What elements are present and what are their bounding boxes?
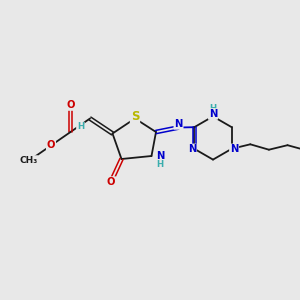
Text: H: H [209, 104, 217, 113]
Text: N: N [209, 109, 217, 119]
Text: S: S [131, 110, 139, 124]
Text: N: N [174, 119, 183, 129]
Text: N: N [156, 151, 164, 161]
Text: N: N [188, 144, 196, 154]
Text: N: N [230, 144, 238, 154]
Text: O: O [107, 177, 115, 187]
Text: O: O [66, 100, 75, 110]
Text: H: H [77, 122, 84, 131]
Text: O: O [47, 140, 55, 151]
Text: H: H [156, 160, 164, 169]
Text: CH₃: CH₃ [20, 156, 38, 165]
